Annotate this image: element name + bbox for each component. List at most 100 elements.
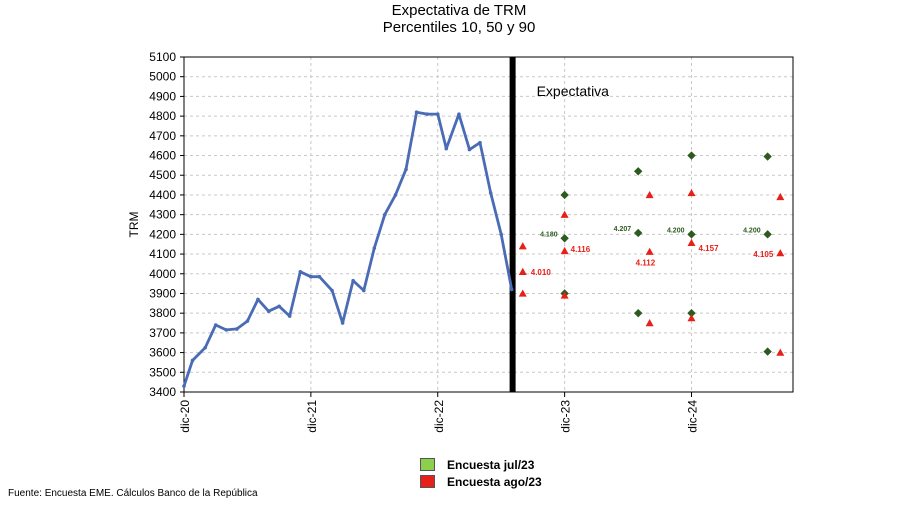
ago-median-label: 4.112 <box>636 259 656 268</box>
ago-triangle-marker <box>560 246 569 255</box>
x-tick-label: dic-23 <box>559 400 573 433</box>
ago-triangle-marker <box>645 190 654 199</box>
trm-point <box>224 328 229 332</box>
y-tick-label: 4000 <box>149 267 176 281</box>
jul-diamond-marker <box>687 308 696 318</box>
y-tick-label: 5000 <box>149 70 176 84</box>
y-tick-label: 3600 <box>149 346 176 360</box>
trm-series-line <box>182 110 514 387</box>
ago-median-label: 4.116 <box>571 245 591 254</box>
trm-point <box>298 269 303 274</box>
ago-triangle-marker <box>776 192 785 201</box>
legend-item-jul: Encuesta jul/23 <box>420 456 542 473</box>
legend: Encuesta jul/23 Encuesta ago/23 <box>420 456 542 490</box>
source-note: Fuente: Encuesta EME. Cálculos Banco de … <box>8 488 258 499</box>
trm-point <box>266 309 271 314</box>
trm-point <box>435 112 440 116</box>
jul-diamond-marker <box>560 234 569 243</box>
y-tick-label: 3800 <box>149 306 176 320</box>
trm-point <box>467 147 472 152</box>
trm-point <box>256 297 260 302</box>
legend-item-ago: Encuesta ago/23 <box>420 473 542 490</box>
jul-diamond-marker <box>687 151 696 160</box>
legend-swatch-jul <box>420 458 435 471</box>
ago-triangle-marker <box>645 319 654 327</box>
ago-triangle-marker <box>687 238 696 247</box>
jul-diamond-marker <box>634 167 643 176</box>
ago-triangle-marker <box>687 188 696 197</box>
jul-median-label: 4.180 <box>540 231 558 238</box>
y-tick-label: 4400 <box>149 188 176 202</box>
trm-point <box>404 167 408 172</box>
jul-diamond-marker <box>763 230 772 239</box>
y-tick-label: 4500 <box>149 168 176 182</box>
forecast-divider <box>509 57 516 392</box>
ago-triangle-marker <box>518 242 527 250</box>
y-tick-label: 4700 <box>149 129 176 143</box>
trm-point <box>213 323 218 327</box>
trm-point <box>393 193 398 197</box>
trm-point <box>330 288 334 293</box>
trm-point <box>457 112 461 116</box>
chart-subtitle: Percentiles 10, 50 y 90 <box>382 19 536 36</box>
ago-median-label: 4.157 <box>699 244 720 253</box>
trm-point <box>361 288 366 293</box>
ago-triangle-marker <box>776 249 785 257</box>
trm-point <box>425 112 430 116</box>
trm-point <box>309 274 313 279</box>
jul-diamond-marker <box>634 228 643 238</box>
y-tick-label: 4300 <box>149 208 176 222</box>
ago-median-label: 4.010 <box>531 268 552 277</box>
trm-point <box>182 384 186 388</box>
x-tick-label: dic-21 <box>305 400 319 433</box>
ago-triangle-marker <box>776 348 785 356</box>
expectativa-annotation: Expectativa <box>537 83 610 99</box>
ago-triangle-marker <box>560 291 569 299</box>
x-tick-label: dic-22 <box>432 400 446 433</box>
x-tick-label: dic-20 <box>178 400 192 433</box>
y-tick-label: 5100 <box>149 50 176 64</box>
legend-swatch-ago <box>420 475 435 488</box>
x-tick-label: dic-24 <box>686 400 700 433</box>
trm-point <box>414 110 419 114</box>
jul-diamond-marker <box>560 190 569 200</box>
trm-point <box>499 232 503 237</box>
trm-point <box>372 246 377 250</box>
ago-triangle-marker <box>518 289 527 297</box>
jul-median-label: 4.200 <box>667 227 685 234</box>
ago-median-label: 4.105 <box>753 250 774 259</box>
trm-point <box>277 304 281 309</box>
chart-title: Expectativa de TRM <box>391 2 527 19</box>
jul-diamond-marker <box>763 347 772 356</box>
y-tick-label: 3700 <box>149 326 176 340</box>
jul-median-label: 4.207 <box>614 226 632 233</box>
trm-point <box>509 287 514 292</box>
jul-diamond-marker <box>763 152 772 161</box>
legend-label-ago: Encuesta ago/23 <box>447 474 542 489</box>
trm-point <box>383 212 387 217</box>
trm-point <box>351 278 355 283</box>
trm-point <box>235 327 239 331</box>
trm-point <box>287 314 292 318</box>
jul-diamond-marker <box>687 230 696 239</box>
y-tick-label: 3500 <box>149 365 176 379</box>
y-tick-label: 4600 <box>149 149 176 163</box>
trm-point <box>340 321 345 325</box>
y-tick-label: 3900 <box>149 286 176 300</box>
ago-triangle-marker <box>687 314 696 322</box>
trm-point <box>203 345 207 350</box>
y-tick-label: 4200 <box>149 227 176 241</box>
legend-label-jul: Encuesta jul/23 <box>447 457 535 472</box>
trm-point <box>245 319 250 323</box>
y-tick-label: 4800 <box>149 109 176 123</box>
ago-triangle-marker <box>560 210 569 218</box>
trm-point <box>444 146 449 151</box>
y-axis-label: TRM <box>127 212 141 238</box>
trm-point <box>488 191 493 195</box>
plot-frame <box>183 56 794 393</box>
y-tick-label: 3400 <box>149 385 176 399</box>
y-tick-label: 4900 <box>149 89 176 103</box>
trm-point <box>317 274 322 279</box>
trm-point <box>190 358 195 363</box>
